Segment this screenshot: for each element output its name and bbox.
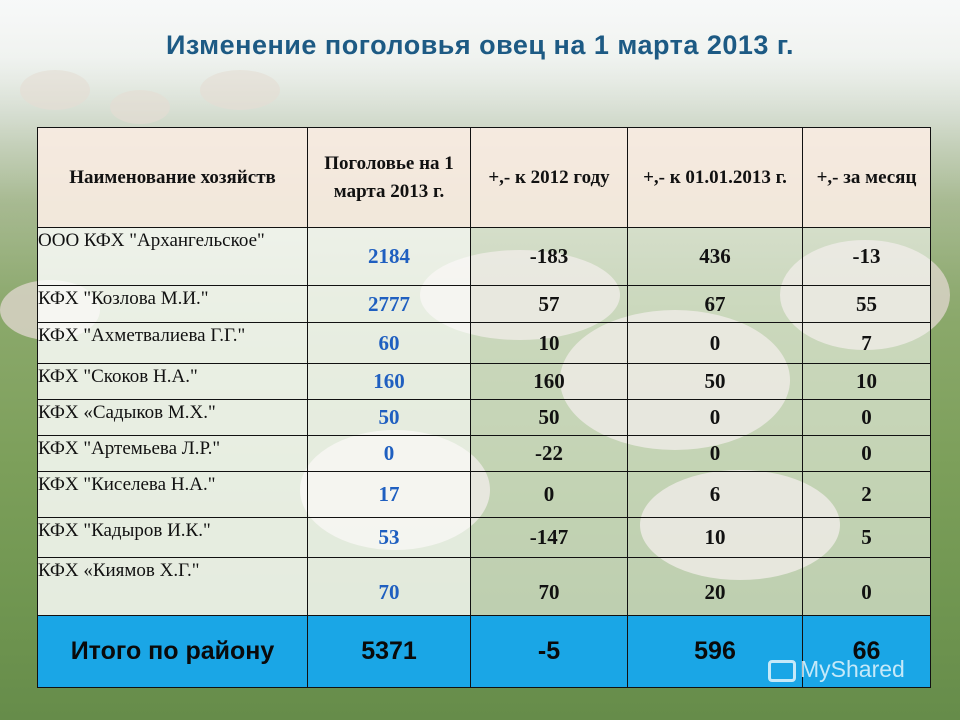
herd-value: 53	[307, 517, 471, 558]
vs2012-value: -147	[470, 517, 628, 558]
header-name: Наименование хозяйств	[37, 127, 308, 228]
month-value: 5	[802, 517, 931, 558]
herd-value: 17	[307, 471, 471, 518]
vs0101-value: 0	[627, 435, 803, 472]
month-value: 2	[802, 471, 931, 518]
farm-name: КФХ "Киселева Н.А."	[37, 471, 308, 518]
total-month: 66	[802, 615, 931, 688]
header-vs0101: +,- к 01.01.2013 г.	[627, 127, 803, 228]
vs0101-value: 6	[627, 471, 803, 518]
vs2012-value: -183	[470, 227, 628, 286]
farm-name: ООО КФХ "Архангельское"	[37, 227, 308, 286]
vs2012-value: 10	[470, 322, 628, 364]
table-row: КФХ "Киселева Н.А." 17 0 6 2	[37, 471, 931, 518]
total-herd: 5371	[307, 615, 471, 688]
presentation-icon	[768, 659, 796, 682]
vs0101-value: 436	[627, 227, 803, 286]
table-row: КФХ "Артемьева Л.Р." 0 -22 0 0	[37, 435, 931, 472]
month-value: 0	[802, 399, 931, 436]
table-row: КФХ «Киямов Х.Г." 70 70 20 0	[37, 557, 931, 616]
month-value: 55	[802, 285, 931, 323]
farm-name: КФХ «Киямов Х.Г."	[37, 557, 308, 616]
herd-value: 2184	[307, 227, 471, 286]
table-row: ООО КФХ "Архангельское" 2184 -183 436 -1…	[37, 227, 931, 286]
herd-value: 0	[307, 435, 471, 472]
farm-name: КФХ "Кадыров И.К."	[37, 517, 308, 558]
month-value: 0	[802, 435, 931, 472]
vs0101-value: 67	[627, 285, 803, 323]
header-vs2012: +,- к 2012 году	[470, 127, 628, 228]
watermark: MyShared	[768, 656, 905, 683]
table-row: КФХ «Садыков М.Х." 50 50 0 0	[37, 399, 931, 436]
vs2012-value: 50	[470, 399, 628, 436]
month-value: 0	[802, 557, 931, 616]
total-vs2012: -5	[470, 615, 628, 688]
herd-value: 70	[307, 557, 471, 616]
vs0101-value: 0	[627, 399, 803, 436]
farm-name: КФХ "Ахметвалиева Г.Г."	[37, 322, 308, 364]
page-title: Изменение поголовья овец на 1 марта 2013…	[166, 30, 794, 60]
table-header-row: Наименование хозяйств Поголовье на 1 мар…	[37, 127, 931, 228]
total-label: Итого по району	[37, 615, 308, 688]
watermark-text: MyShared	[800, 656, 905, 682]
vs0101-value: 50	[627, 363, 803, 400]
total-vs0101: 596	[627, 615, 803, 688]
herd-value: 160	[307, 363, 471, 400]
herd-value: 2777	[307, 285, 471, 323]
vs2012-value: -22	[470, 435, 628, 472]
sheep-herd-table: Наименование хозяйств Поголовье на 1 мар…	[37, 127, 931, 688]
vs2012-value: 57	[470, 285, 628, 323]
table-row: КФХ "Ахметвалиева Г.Г." 60 10 0 7	[37, 322, 931, 364]
herd-value: 50	[307, 399, 471, 436]
vs0101-value: 10	[627, 517, 803, 558]
month-value: 7	[802, 322, 931, 364]
herd-value: 60	[307, 322, 471, 364]
vs2012-value: 70	[470, 557, 628, 616]
table-row: КФХ "Кадыров И.К." 53 -147 10 5	[37, 517, 931, 558]
table-row: КФХ "Козлова М.И." 2777 57 67 55	[37, 285, 931, 323]
header-herd: Поголовье на 1 марта 2013 г.	[307, 127, 471, 228]
farm-name: КФХ "Артемьева Л.Р."	[37, 435, 308, 472]
farm-name: КФХ «Садыков М.Х."	[37, 399, 308, 436]
farm-name: КФХ "Козлова М.И."	[37, 285, 308, 323]
vs2012-value: 0	[470, 471, 628, 518]
farm-name: КФХ "Скоков Н.А."	[37, 363, 308, 400]
vs0101-value: 20	[627, 557, 803, 616]
month-value: -13	[802, 227, 931, 286]
header-month: +,- за месяц	[802, 127, 931, 228]
vs0101-value: 0	[627, 322, 803, 364]
total-row: Итого по району 5371 -5 596 66	[37, 615, 931, 688]
vs2012-value: 160	[470, 363, 628, 400]
month-value: 10	[802, 363, 931, 400]
table-row: КФХ "Скоков Н.А." 160 160 50 10	[37, 363, 931, 400]
